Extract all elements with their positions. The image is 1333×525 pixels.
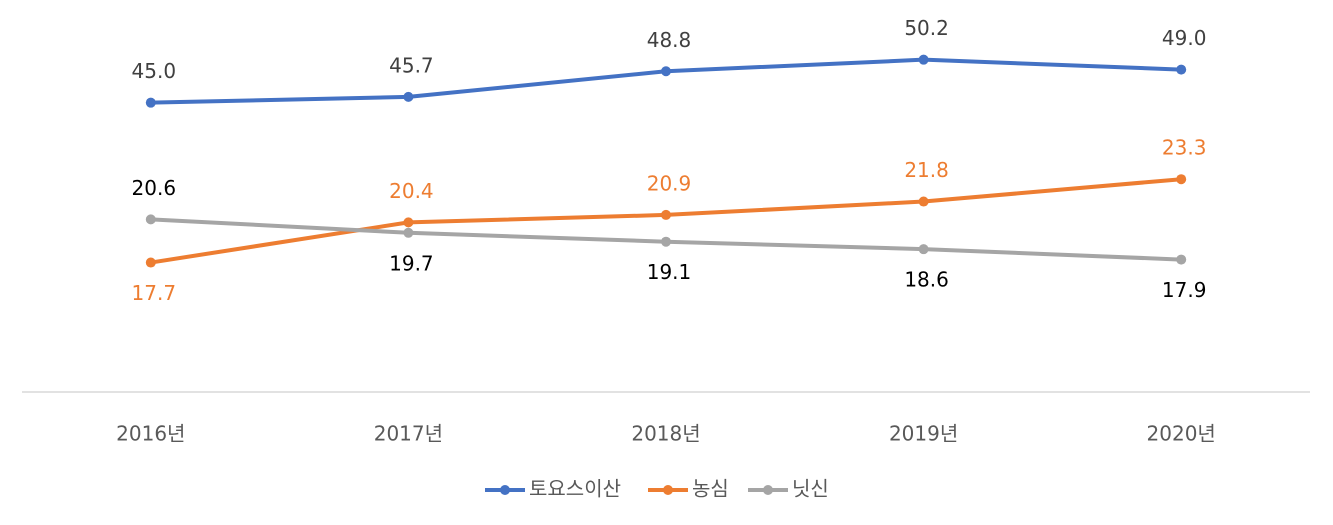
- data-label: 48.8: [647, 28, 692, 52]
- legend-marker: [663, 485, 673, 495]
- legend-marker: [763, 485, 773, 495]
- point: [661, 236, 671, 247]
- line: [150, 57, 1182, 105]
- point: [145, 214, 156, 225]
- data-label: 23.3: [1162, 136, 1207, 160]
- data-label: 19.1: [647, 260, 692, 284]
- point: [918, 196, 929, 207]
- point: [403, 91, 414, 102]
- x-tick-label: 2018년: [631, 422, 700, 446]
- data-label: 21.8: [904, 158, 949, 182]
- data-label: 20.6: [132, 176, 177, 200]
- point: [1176, 254, 1187, 265]
- data-label: 17.9: [1162, 278, 1207, 302]
- data-label: 45.7: [389, 53, 434, 77]
- point: [661, 209, 671, 220]
- data-label: 17.7: [132, 281, 177, 305]
- point: [403, 227, 414, 238]
- point: [403, 217, 414, 228]
- point: [1176, 174, 1187, 185]
- point: [918, 244, 929, 255]
- point: [145, 257, 156, 268]
- data-label: 50.2: [904, 16, 949, 40]
- x-tick-label: 2017년: [374, 422, 443, 446]
- legend-label: 닛신: [792, 477, 829, 501]
- point: [145, 97, 156, 108]
- data-label: 18.6: [904, 268, 949, 292]
- point: [918, 54, 929, 65]
- point: [661, 66, 671, 77]
- data-label: 49.0: [1162, 26, 1207, 50]
- x-tick-label: 2016년: [116, 422, 185, 446]
- data-label: 45.0: [132, 59, 177, 83]
- x-tick-label: 2020년: [1147, 422, 1216, 446]
- legend-label: 농심: [692, 477, 729, 501]
- data-label: 20.9: [647, 171, 692, 195]
- data-label: 19.7: [389, 251, 434, 275]
- legend-label: 토요스이산: [529, 477, 621, 501]
- point: [1176, 64, 1187, 75]
- x-tick-label: 2019년: [889, 422, 958, 446]
- legend-marker: [500, 485, 510, 495]
- data-label: 20.4: [389, 179, 434, 203]
